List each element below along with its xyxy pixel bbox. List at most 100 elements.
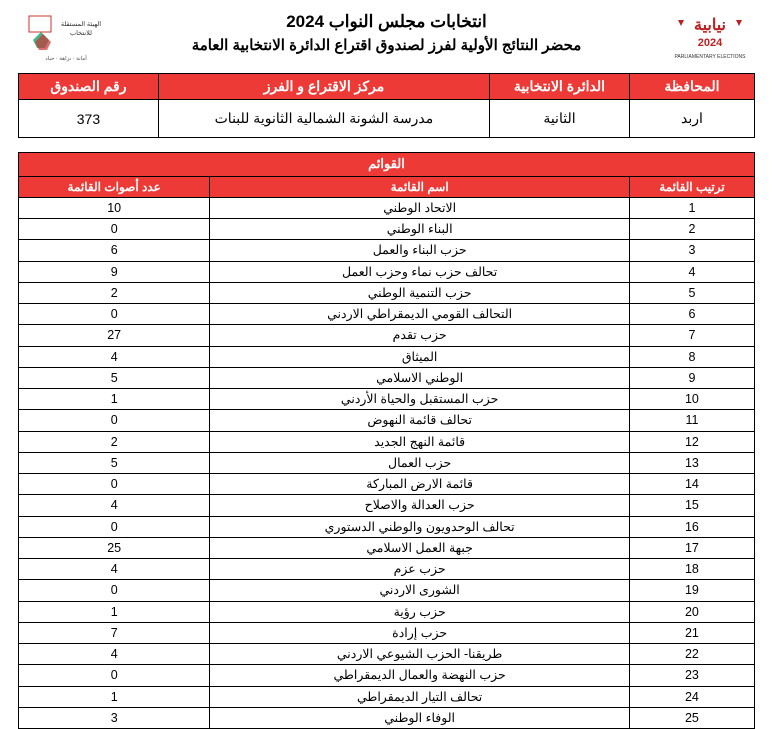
lists-header-rank: ترتيب القائمة bbox=[629, 176, 754, 197]
list-votes: 9 bbox=[19, 261, 210, 282]
list-votes: 5 bbox=[19, 367, 210, 388]
list-votes: 27 bbox=[19, 325, 210, 346]
list-rank: 23 bbox=[629, 665, 754, 686]
list-votes: 1 bbox=[19, 686, 210, 707]
list-votes: 4 bbox=[19, 495, 210, 516]
list-rank: 17 bbox=[629, 537, 754, 558]
table-row: 18حزب عزم4 bbox=[19, 559, 755, 580]
list-rank: 11 bbox=[629, 410, 754, 431]
list-rank: 18 bbox=[629, 559, 754, 580]
table-row: 12قائمة النهج الجديد2 bbox=[19, 431, 755, 452]
list-rank: 13 bbox=[629, 452, 754, 473]
list-name: الوفاء الوطني bbox=[210, 707, 630, 728]
table-row: 19الشورى الاردني0 bbox=[19, 580, 755, 601]
svg-text:أمانة · نزاهة · حياد: أمانة · نزاهة · حياد bbox=[45, 53, 87, 62]
table-row: 6التحالف القومي الديمقراطي الاردني0 bbox=[19, 304, 755, 325]
list-rank: 10 bbox=[629, 389, 754, 410]
table-row: 23حزب النهضة والعمال الديمقراطي0 bbox=[19, 665, 755, 686]
list-name: الاتحاد الوطني bbox=[210, 197, 630, 218]
list-name: حزب تقدم bbox=[210, 325, 630, 346]
list-votes: 0 bbox=[19, 474, 210, 495]
list-rank: 12 bbox=[629, 431, 754, 452]
info-header-governorate: المحافظة bbox=[629, 74, 754, 100]
list-rank: 14 bbox=[629, 474, 754, 495]
table-row: 16تحالف الوحدويون والوطني الدستوري0 bbox=[19, 516, 755, 537]
list-rank: 22 bbox=[629, 644, 754, 665]
list-votes: 7 bbox=[19, 622, 210, 643]
table-row: 7حزب تقدم27 bbox=[19, 325, 755, 346]
list-name: حزب النهضة والعمال الديمقراطي bbox=[210, 665, 630, 686]
table-row: 15حزب العدالة والاصلاح4 bbox=[19, 495, 755, 516]
list-name: الشورى الاردني bbox=[210, 580, 630, 601]
list-name: حزب التنمية الوطني bbox=[210, 282, 630, 303]
table-row: 24تحالف التيار الديمقراطي1 bbox=[19, 686, 755, 707]
table-row: 9الوطني الاسلامي5 bbox=[19, 367, 755, 388]
list-rank: 1 bbox=[629, 197, 754, 218]
svg-text:2024: 2024 bbox=[698, 37, 723, 49]
list-name: تحالف حزب نماء وحزب العمل bbox=[210, 261, 630, 282]
list-rank: 20 bbox=[629, 601, 754, 622]
lists-header-votes: عدد أصوات القائمة bbox=[19, 176, 210, 197]
iec-logo: الهيئة المستقلة للانتخاب أمانة · نزاهة ·… bbox=[18, 10, 108, 65]
list-votes: 0 bbox=[19, 304, 210, 325]
elections-logo: نيابية 2024 PARLIAMENTARY ELECTIONS bbox=[665, 10, 755, 65]
list-votes: 2 bbox=[19, 282, 210, 303]
list-rank: 24 bbox=[629, 686, 754, 707]
list-name: تحالف قائمة النهوض bbox=[210, 410, 630, 431]
table-row: 5حزب التنمية الوطني2 bbox=[19, 282, 755, 303]
info-header-center: مركز الاقتراع و الفرز bbox=[158, 74, 489, 100]
table-row: 21حزب إرادة7 bbox=[19, 622, 755, 643]
list-votes: 4 bbox=[19, 559, 210, 580]
list-votes: 0 bbox=[19, 516, 210, 537]
list-votes: 0 bbox=[19, 410, 210, 431]
list-rank: 19 bbox=[629, 580, 754, 601]
list-votes: 5 bbox=[19, 452, 210, 473]
svg-text:PARLIAMENTARY ELECTIONS: PARLIAMENTARY ELECTIONS bbox=[674, 54, 746, 60]
list-name: جبهة العمل الاسلامي bbox=[210, 537, 630, 558]
list-rank: 2 bbox=[629, 219, 754, 240]
list-rank: 9 bbox=[629, 367, 754, 388]
list-name: حزب رؤية bbox=[210, 601, 630, 622]
list-name: الميثاق bbox=[210, 346, 630, 367]
list-name: حزب إرادة bbox=[210, 622, 630, 643]
list-votes: 2 bbox=[19, 431, 210, 452]
list-name: الوطني الاسلامي bbox=[210, 367, 630, 388]
table-row: 13حزب العمال5 bbox=[19, 452, 755, 473]
list-rank: 8 bbox=[629, 346, 754, 367]
list-name: تحالف الوحدويون والوطني الدستوري bbox=[210, 516, 630, 537]
list-votes: 0 bbox=[19, 219, 210, 240]
info-value-governorate: اربد bbox=[629, 100, 754, 138]
page-title: انتخابات مجلس النواب 2024 bbox=[108, 12, 665, 32]
list-votes: 10 bbox=[19, 197, 210, 218]
table-row: 4تحالف حزب نماء وحزب العمل9 bbox=[19, 261, 755, 282]
list-name: البناء الوطني bbox=[210, 219, 630, 240]
list-rank: 3 bbox=[629, 240, 754, 261]
list-rank: 15 bbox=[629, 495, 754, 516]
list-name: حزب المستقبل والحياة الأردني bbox=[210, 389, 630, 410]
info-header-box: رقم الصندوق bbox=[19, 74, 159, 100]
list-name: حزب العمال bbox=[210, 452, 630, 473]
svg-text:نيابية: نيابية bbox=[694, 17, 726, 34]
table-row: 14قائمة الارض المباركة0 bbox=[19, 474, 755, 495]
list-name: تحالف التيار الديمقراطي bbox=[210, 686, 630, 707]
list-votes: 4 bbox=[19, 346, 210, 367]
list-votes: 4 bbox=[19, 644, 210, 665]
list-votes: 0 bbox=[19, 665, 210, 686]
list-name: التحالف القومي الديمقراطي الاردني bbox=[210, 304, 630, 325]
table-row: 1الاتحاد الوطني10 bbox=[19, 197, 755, 218]
header: نيابية 2024 PARLIAMENTARY ELECTIONS انتخ… bbox=[18, 10, 755, 65]
table-row: 2البناء الوطني0 bbox=[19, 219, 755, 240]
list-name: قائمة الارض المباركة bbox=[210, 474, 630, 495]
svg-text:للانتخاب: للانتخاب bbox=[70, 29, 92, 37]
list-votes: 1 bbox=[19, 389, 210, 410]
list-name: قائمة النهج الجديد bbox=[210, 431, 630, 452]
list-name: حزب البناء والعمل bbox=[210, 240, 630, 261]
info-table: المحافظة الدائرة الانتخابية مركز الاقترا… bbox=[18, 73, 755, 138]
table-row: 8الميثاق4 bbox=[19, 346, 755, 367]
table-row: 3حزب البناء والعمل6 bbox=[19, 240, 755, 261]
list-name: حزب العدالة والاصلاح bbox=[210, 495, 630, 516]
list-rank: 5 bbox=[629, 282, 754, 303]
table-row: 25الوفاء الوطني3 bbox=[19, 707, 755, 728]
table-row: 10حزب المستقبل والحياة الأردني1 bbox=[19, 389, 755, 410]
info-header-district: الدائرة الانتخابية bbox=[490, 74, 630, 100]
